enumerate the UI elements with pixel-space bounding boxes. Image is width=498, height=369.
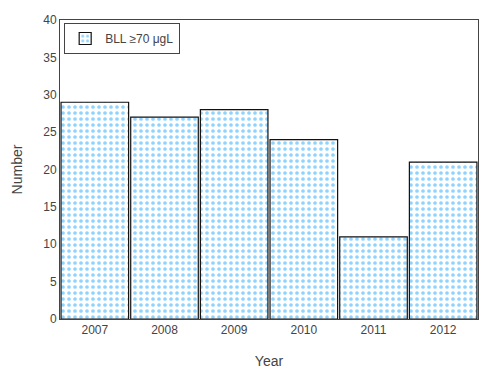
- svg-text:40: 40: [43, 13, 57, 27]
- svg-text:2007: 2007: [81, 323, 108, 337]
- svg-text:2011: 2011: [361, 323, 387, 337]
- svg-text:2012: 2012: [430, 323, 457, 337]
- svg-text:0: 0: [50, 312, 57, 326]
- svg-text:30: 30: [43, 88, 57, 102]
- svg-text:25: 25: [43, 125, 57, 139]
- svg-text:20: 20: [43, 163, 57, 177]
- svg-text:35: 35: [43, 51, 57, 65]
- svg-text:5: 5: [50, 275, 57, 289]
- svg-text:10: 10: [43, 237, 57, 251]
- svg-text:BLL ≥70 μgL: BLL ≥70 μgL: [105, 32, 173, 46]
- svg-text:15: 15: [43, 200, 57, 214]
- svg-text:2010: 2010: [290, 323, 317, 337]
- svg-text:Year: Year: [255, 353, 284, 369]
- svg-text:2008: 2008: [151, 323, 178, 337]
- svg-text:Number: Number: [9, 144, 25, 194]
- svg-text:2009: 2009: [221, 323, 248, 337]
